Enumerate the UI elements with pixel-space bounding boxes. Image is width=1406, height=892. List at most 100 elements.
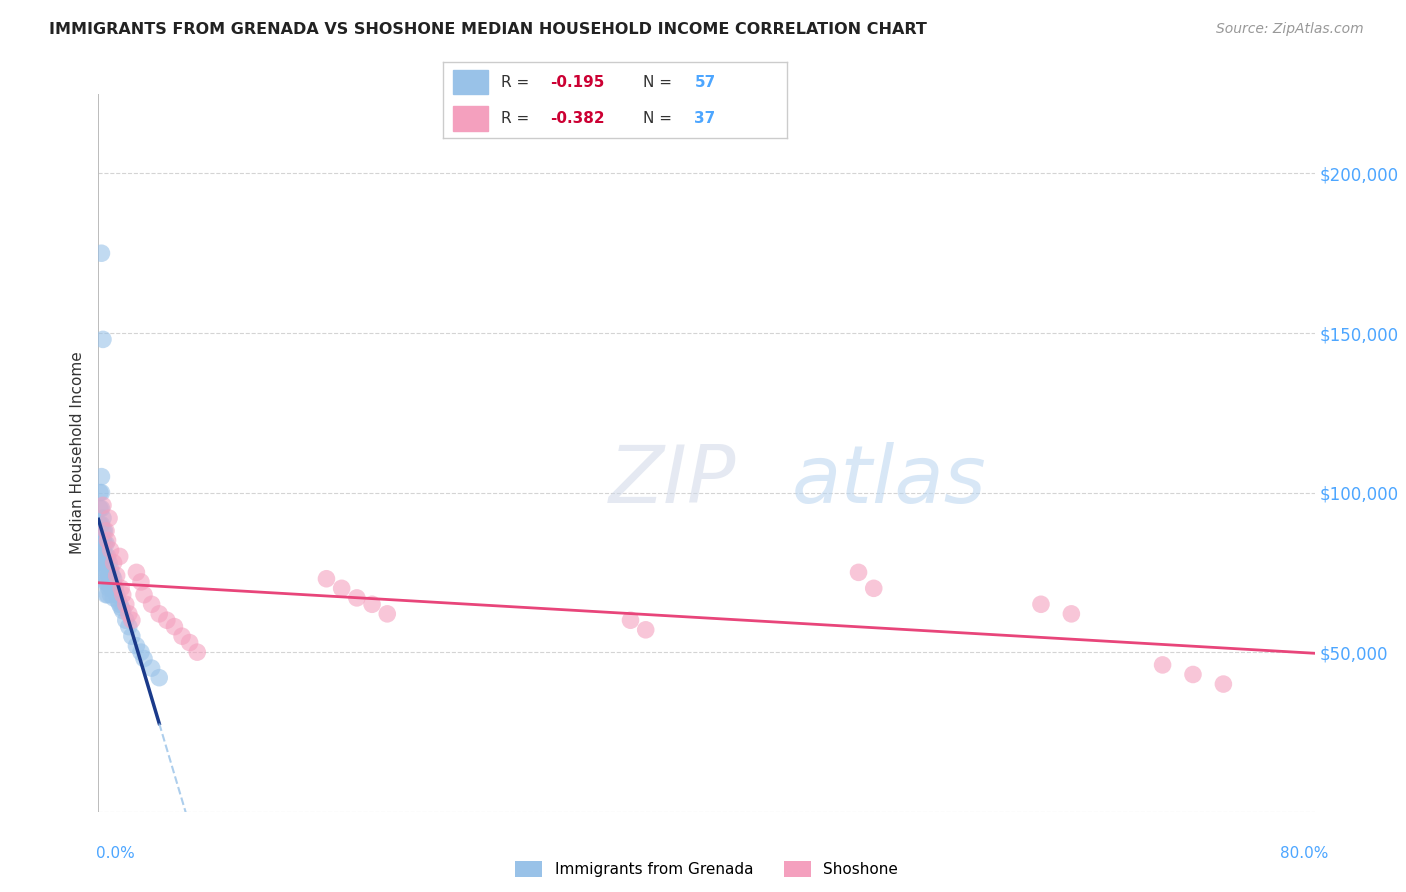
Point xyxy=(114,597,136,611)
Text: N =: N = xyxy=(643,75,676,90)
Point xyxy=(619,613,641,627)
Point xyxy=(634,623,657,637)
Point xyxy=(163,619,186,633)
Point xyxy=(100,543,122,558)
Point xyxy=(104,582,127,596)
Text: N =: N = xyxy=(643,111,676,126)
Point xyxy=(90,246,112,260)
Point xyxy=(94,549,117,564)
Point xyxy=(91,566,114,580)
Point xyxy=(132,651,155,665)
Point xyxy=(89,485,111,500)
Point xyxy=(96,588,118,602)
Point xyxy=(98,511,121,525)
Point xyxy=(330,582,353,596)
Point xyxy=(90,533,112,548)
Point xyxy=(96,574,118,589)
Point xyxy=(110,600,132,615)
Point xyxy=(1182,667,1205,681)
Point xyxy=(315,572,337,586)
Point xyxy=(93,562,115,576)
Point xyxy=(91,332,114,346)
Point xyxy=(93,524,115,538)
Point xyxy=(848,566,870,580)
Point xyxy=(101,582,124,596)
Y-axis label: Median Household Income: Median Household Income xyxy=(70,351,86,554)
Point xyxy=(89,533,111,548)
Point xyxy=(179,635,201,649)
Point xyxy=(94,536,117,550)
Point xyxy=(118,619,141,633)
Point xyxy=(93,574,115,589)
Point xyxy=(96,549,118,564)
Point xyxy=(94,588,117,602)
Point xyxy=(105,588,128,602)
Point xyxy=(96,562,118,576)
Point xyxy=(1060,607,1083,621)
Text: R =: R = xyxy=(502,75,534,90)
Point xyxy=(375,607,398,621)
Point xyxy=(111,604,134,618)
Point xyxy=(103,572,125,586)
Point xyxy=(90,501,112,516)
Point xyxy=(96,533,118,548)
Text: 37: 37 xyxy=(695,111,716,126)
Point xyxy=(121,613,143,627)
Point xyxy=(114,613,136,627)
Point xyxy=(125,566,148,580)
Point xyxy=(89,501,111,516)
Text: 57: 57 xyxy=(695,75,716,90)
Point xyxy=(93,536,115,550)
Point xyxy=(170,629,193,643)
Point xyxy=(98,568,121,582)
Point xyxy=(141,597,163,611)
FancyBboxPatch shape xyxy=(453,106,488,130)
Point xyxy=(107,594,129,608)
Point xyxy=(1212,677,1234,691)
Point xyxy=(98,556,121,570)
Point xyxy=(110,582,132,596)
Point xyxy=(103,582,125,596)
Point xyxy=(129,645,152,659)
Point xyxy=(100,562,122,576)
Text: -0.195: -0.195 xyxy=(550,75,605,90)
Point xyxy=(129,574,152,589)
Text: ZIP: ZIP xyxy=(609,442,737,520)
Point xyxy=(91,533,114,548)
Text: atlas: atlas xyxy=(792,442,987,520)
Point xyxy=(346,591,368,605)
Point xyxy=(141,661,163,675)
Point xyxy=(186,645,208,659)
Point xyxy=(90,517,112,532)
Point xyxy=(93,549,115,564)
Point xyxy=(94,562,117,576)
Point xyxy=(361,597,384,611)
FancyBboxPatch shape xyxy=(453,70,488,95)
Point xyxy=(100,588,122,602)
Point xyxy=(125,639,148,653)
Point xyxy=(90,469,112,483)
Point xyxy=(100,574,122,589)
Point xyxy=(103,591,125,605)
Text: -0.382: -0.382 xyxy=(550,111,605,126)
Point xyxy=(103,556,125,570)
Point xyxy=(118,607,141,621)
Text: Source: ZipAtlas.com: Source: ZipAtlas.com xyxy=(1216,22,1364,37)
Point xyxy=(1029,597,1052,611)
Point xyxy=(89,517,111,532)
Point xyxy=(148,671,170,685)
Point xyxy=(91,511,114,525)
Point xyxy=(111,588,134,602)
Text: R =: R = xyxy=(502,111,534,126)
Point xyxy=(101,568,124,582)
Point xyxy=(1152,657,1174,672)
Point xyxy=(156,613,179,627)
Point xyxy=(105,568,128,582)
Point xyxy=(148,607,170,621)
Point xyxy=(91,524,114,538)
Point xyxy=(108,597,131,611)
Legend: Immigrants from Grenada, Shoshone: Immigrants from Grenada, Shoshone xyxy=(509,855,904,883)
Point xyxy=(91,556,114,570)
Point xyxy=(121,629,143,643)
Point xyxy=(94,574,117,589)
